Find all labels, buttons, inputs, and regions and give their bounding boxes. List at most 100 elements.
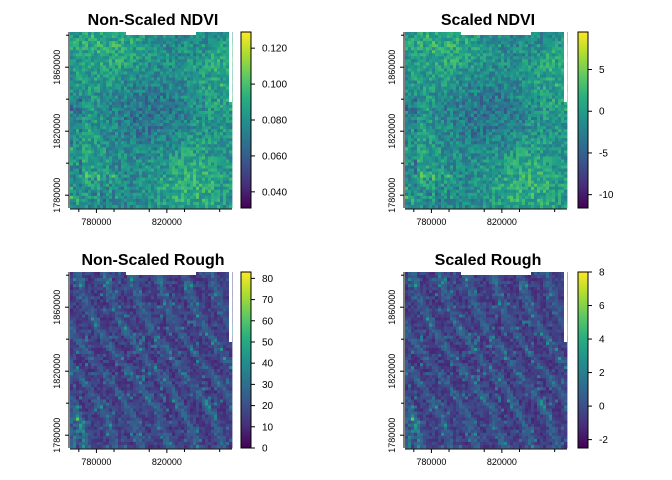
raster-cell	[124, 86, 128, 91]
raster-cell	[211, 89, 215, 94]
raster-cell	[136, 56, 140, 60]
raster-cell	[157, 83, 161, 88]
raster-cell	[115, 92, 119, 97]
raster-cell	[226, 110, 230, 115]
raster-cell	[414, 120, 418, 124]
raster-cell	[540, 129, 544, 133]
raster-cell	[112, 98, 116, 103]
raster-cell	[133, 107, 137, 112]
raster-cell	[211, 83, 215, 88]
raster-cell	[82, 53, 86, 57]
raster-cell	[474, 56, 478, 60]
raster-cell	[160, 38, 164, 42]
raster-cell	[498, 107, 502, 112]
raster-cell	[109, 95, 113, 100]
raster-cell	[175, 168, 179, 172]
raster-cell	[531, 44, 535, 48]
raster-cell	[139, 71, 143, 75]
raster-cell	[193, 198, 197, 203]
raster-cell	[438, 101, 442, 106]
raster-cell	[465, 116, 469, 121]
raster-cell	[154, 186, 158, 191]
raster-cell	[202, 180, 206, 185]
raster-cell	[492, 56, 496, 60]
raster-cell	[405, 47, 409, 51]
raster-cell	[220, 83, 224, 88]
raster-cell	[465, 77, 469, 81]
raster-cell	[196, 201, 200, 206]
raster-cell	[169, 80, 173, 84]
raster-cell	[91, 65, 95, 69]
raster-cell	[528, 83, 532, 88]
raster-cell	[130, 147, 134, 151]
raster-cell	[82, 156, 86, 160]
raster-cell	[492, 74, 496, 78]
raster-cell	[112, 183, 116, 188]
raster-cell	[139, 198, 143, 203]
raster-cell	[528, 35, 532, 39]
raster-cell	[516, 104, 520, 109]
raster-cell	[124, 168, 128, 172]
raster-cell	[513, 129, 517, 133]
raster-cell	[145, 159, 149, 163]
raster-cell	[504, 65, 508, 69]
raster-cell	[492, 89, 496, 94]
raster-cell	[480, 107, 484, 112]
raster-cell	[70, 44, 74, 48]
raster-cell	[136, 89, 140, 94]
raster-cell	[513, 107, 517, 112]
raster-cell	[474, 71, 478, 75]
raster-cell	[148, 116, 152, 121]
raster-cell	[417, 47, 421, 51]
raster-cell	[121, 41, 125, 45]
raster-cell	[142, 153, 146, 157]
raster-cell	[456, 35, 460, 39]
raster-cell	[531, 101, 535, 106]
raster-cell	[190, 74, 194, 78]
raster-cell	[139, 162, 143, 166]
raster-cell	[214, 129, 218, 133]
raster-cell	[229, 171, 233, 176]
raster-cell	[157, 171, 161, 176]
raster-cell	[130, 204, 134, 209]
raster-cell	[414, 95, 418, 100]
raster-cell	[109, 141, 113, 145]
raster-cell	[88, 59, 92, 63]
raster-cell	[220, 144, 224, 148]
raster-cell	[477, 92, 481, 97]
raster-cell	[172, 183, 176, 188]
raster-cell	[411, 77, 415, 81]
raster-cell	[133, 126, 137, 130]
raster-cell	[79, 35, 83, 39]
raster-cell	[139, 62, 143, 66]
raster-cell	[220, 195, 224, 200]
raster-cell	[76, 156, 80, 160]
raster-cell	[555, 95, 559, 100]
raster-cell	[426, 77, 430, 81]
raster-cell	[220, 120, 224, 124]
raster-cell	[151, 62, 155, 66]
raster-cell	[558, 98, 562, 103]
raster-cell	[486, 65, 490, 69]
raster-cell	[178, 71, 182, 75]
raster-cell	[151, 159, 155, 163]
raster-cell	[453, 98, 457, 103]
raster-cell	[94, 77, 98, 81]
raster-cell	[157, 186, 161, 191]
raster-cell	[441, 68, 445, 72]
raster-cell	[121, 189, 125, 194]
raster-cell	[187, 107, 191, 112]
raster-cell	[166, 98, 170, 103]
raster-cell	[202, 159, 206, 163]
raster-cell	[142, 71, 146, 75]
raster-cell	[79, 71, 83, 75]
raster-cell	[160, 153, 164, 157]
raster-cell	[106, 162, 110, 166]
raster-cell	[450, 129, 454, 133]
raster-cell	[540, 123, 544, 127]
raster-cell	[85, 147, 89, 151]
raster-cell	[70, 83, 74, 88]
raster-cell	[489, 86, 493, 91]
raster-cell	[441, 116, 445, 121]
raster-cell	[130, 116, 134, 121]
